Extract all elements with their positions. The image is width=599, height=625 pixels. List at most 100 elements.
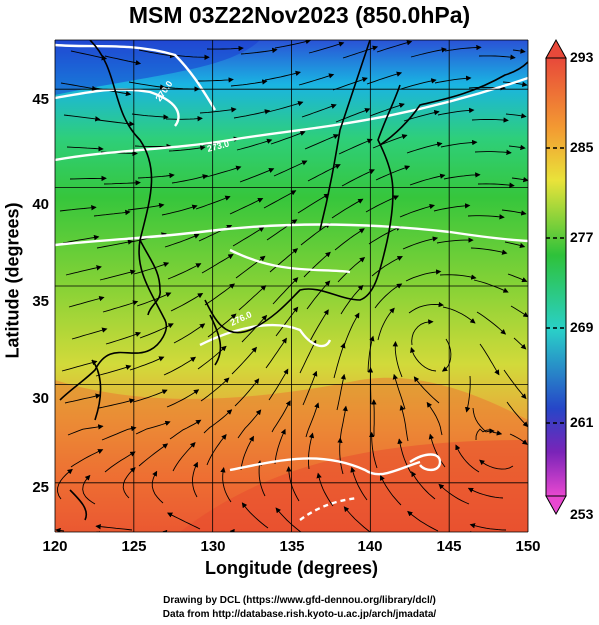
streamline <box>233 109 271 119</box>
streamline <box>133 262 170 275</box>
streamline <box>55 527 65 532</box>
streamline <box>426 401 443 436</box>
y-tick-label: 40 <box>32 196 49 213</box>
streamline <box>235 255 266 279</box>
streamline <box>129 356 165 371</box>
streamline <box>366 71 403 85</box>
streamline <box>265 337 287 369</box>
colorbar-tick-label: 261 <box>570 414 594 430</box>
isotherm-contours <box>55 43 528 521</box>
y-tick-label: 25 <box>32 479 49 496</box>
streamline <box>470 247 508 255</box>
streamline <box>306 280 331 310</box>
streamline <box>234 378 260 407</box>
streamline <box>274 428 286 465</box>
streamline <box>167 263 202 280</box>
wind-streamlines <box>55 40 528 532</box>
x-tick-label: 120 <box>42 538 67 555</box>
streamline <box>343 506 371 532</box>
streamline <box>95 523 133 531</box>
streamline <box>128 81 166 90</box>
streamline <box>342 45 379 59</box>
streamline <box>428 433 446 468</box>
streamline <box>471 117 509 123</box>
streamline <box>374 283 403 309</box>
streamline <box>62 234 100 244</box>
streamline <box>511 176 528 183</box>
streamline <box>299 339 317 374</box>
streamline <box>477 182 515 188</box>
x-tick-label: 140 <box>357 538 382 555</box>
streamline <box>402 236 439 250</box>
streamline <box>407 510 439 532</box>
streamline <box>508 144 526 151</box>
streamline <box>507 273 528 283</box>
streamline <box>240 47 278 55</box>
streamline <box>436 237 474 244</box>
streamline <box>376 40 413 53</box>
streamline <box>443 172 481 180</box>
y-axis-label: Latitude (degrees) <box>2 202 23 359</box>
streamline <box>104 451 136 473</box>
streamline <box>231 346 257 375</box>
streamline <box>467 487 504 499</box>
streamline <box>274 40 312 49</box>
streamline <box>138 49 176 59</box>
streamline <box>400 78 437 90</box>
streamline <box>273 160 308 177</box>
streamline <box>138 443 169 467</box>
x-tick-label: 135 <box>279 538 304 555</box>
streamline <box>166 389 200 408</box>
streamline <box>237 409 262 439</box>
streamline <box>513 337 527 350</box>
streamline <box>411 471 436 500</box>
streamline <box>335 108 371 123</box>
streamline <box>263 190 297 209</box>
streamline <box>139 323 174 339</box>
streamline <box>132 389 168 403</box>
streamline <box>300 222 331 246</box>
streamline <box>168 145 206 152</box>
streamline <box>204 283 236 306</box>
streamline <box>371 256 403 277</box>
streamline <box>331 198 364 219</box>
streamline <box>304 134 339 150</box>
streamline <box>267 100 304 113</box>
colorbar-tick-label: 269 <box>570 319 594 335</box>
streamline <box>308 432 315 470</box>
streamline <box>93 209 131 217</box>
streamline <box>433 203 471 212</box>
streamline <box>104 55 142 66</box>
streamline <box>301 103 337 118</box>
streamline <box>444 44 482 52</box>
streamline <box>336 373 346 411</box>
streamline <box>411 319 434 346</box>
streamline <box>271 400 291 433</box>
streamline <box>173 323 206 344</box>
streamline <box>151 470 164 504</box>
streamline <box>434 75 472 84</box>
streamline <box>101 425 137 441</box>
credit-line-drawing: Drawing by DCL (https://www.gfd-dennou.o… <box>163 595 436 606</box>
streamline <box>332 77 368 91</box>
streamline <box>339 405 348 443</box>
streamline <box>509 433 528 445</box>
streamline <box>372 134 408 149</box>
streamline <box>161 204 198 216</box>
colorbar-tick-label: 293 <box>570 49 594 65</box>
streamline <box>469 523 507 531</box>
streamline <box>367 335 375 373</box>
streamline <box>479 459 514 470</box>
streamline <box>172 442 196 472</box>
streamline <box>405 269 442 282</box>
streamline <box>239 168 275 183</box>
streamline <box>337 257 366 283</box>
streamline <box>200 377 230 402</box>
streamline <box>512 48 526 54</box>
credit-line-data: Data from http://database.rish.kyoto-u.a… <box>162 609 437 620</box>
streamline <box>206 433 227 466</box>
streamline <box>472 407 495 434</box>
x-tick-label: 150 <box>515 538 540 555</box>
streamline <box>122 467 136 499</box>
